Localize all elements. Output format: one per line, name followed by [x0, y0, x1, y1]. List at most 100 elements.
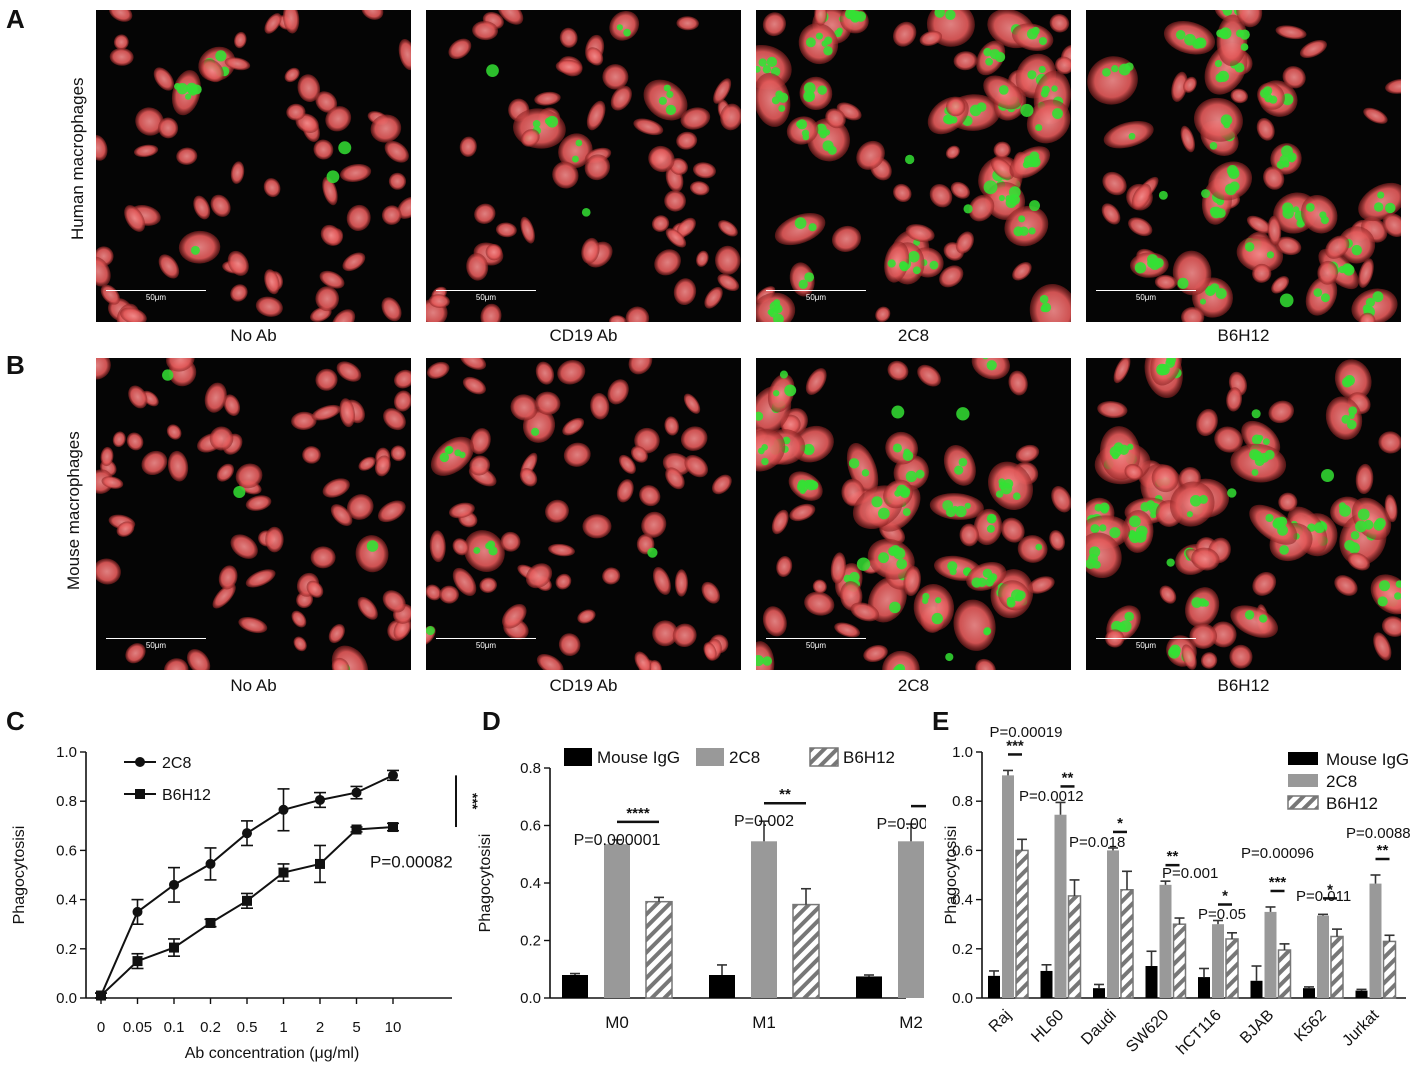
p-value: P=0.018 — [1069, 834, 1125, 851]
chart-c-dose-response: 0.0 0.2 0.4 0.6 0.8 1.0 Phagocytosisi 0 0.05 0.1 0… — [11, 744, 480, 1062]
macrophage-cell — [286, 103, 306, 121]
macrophage-cell — [462, 376, 486, 395]
macrophage-cell — [383, 408, 406, 431]
scale-bar: 50μm — [766, 638, 866, 650]
phagocytosed-target — [822, 140, 834, 152]
macrophage-cell — [158, 117, 179, 139]
macrophage-cell — [1216, 14, 1248, 67]
phagocytosed-target — [1177, 277, 1189, 289]
phagocytosed-target — [871, 496, 883, 508]
micrograph-a-2c8: 50μm — [756, 10, 1071, 322]
series-line-B6H12 — [100, 826, 394, 997]
free-target-cell — [326, 170, 340, 184]
macrophage-cell — [1051, 486, 1071, 513]
phagocytosed-target — [995, 490, 1004, 498]
macrophage-cell — [633, 118, 664, 136]
micrograph-b-no-ab: 50μm — [96, 358, 411, 670]
cell-field — [426, 358, 741, 670]
phagocytosed-target — [951, 505, 959, 513]
macrophage-cell — [1004, 205, 1049, 247]
macrophage-cell — [586, 100, 606, 131]
macrophage-cell — [856, 140, 885, 170]
macrophage-cell — [96, 558, 121, 585]
data-point — [169, 879, 179, 890]
panel-letter-d: D — [482, 706, 501, 736]
scale-bar-label: 50μm — [475, 641, 497, 650]
macrophage-cell — [282, 10, 300, 34]
bar-mouse-igg — [1303, 988, 1315, 998]
phagocytosed-target — [971, 577, 982, 588]
legend-swatch — [1288, 774, 1318, 787]
phagocytosed-target — [773, 299, 781, 306]
phagocytosed-target — [1279, 154, 1290, 165]
phagocytosed-target — [998, 85, 1009, 95]
phagocytosed-target — [571, 155, 579, 163]
phagocytosed-target — [1264, 449, 1275, 460]
macrophage-cell — [558, 133, 593, 169]
legend-label: 2C8 — [1326, 772, 1357, 791]
data-point — [205, 917, 216, 928]
phagocytosed-target — [847, 10, 857, 19]
macrophage-cell — [355, 535, 389, 573]
y-tick-label: 0.8 — [520, 760, 541, 777]
free-target-cell — [338, 141, 352, 155]
scale-bar-label: 50μm — [145, 293, 167, 302]
phagocytosed-target — [756, 655, 764, 667]
bar-2c8 — [898, 841, 924, 998]
macrophage-cell — [1189, 623, 1218, 649]
phagocytosed-target — [1266, 251, 1275, 259]
phagocytosed-target — [777, 92, 789, 103]
significance-stars: *** — [465, 793, 480, 810]
phagocytosed-target — [1348, 406, 1358, 416]
bar-mouse-igg — [1093, 988, 1105, 998]
macrophage-cell — [1054, 56, 1071, 75]
bar-2c8 — [1002, 775, 1014, 998]
macrophage-cell — [167, 450, 189, 482]
macrophage-cell — [320, 224, 342, 246]
legend-label: Mouse IgG — [597, 748, 680, 767]
phagocytosed-target — [1338, 502, 1347, 510]
macrophage-cell — [245, 569, 276, 588]
phagocytosed-target — [922, 597, 929, 605]
phagocytosed-target — [1377, 191, 1385, 199]
bar-2c8 — [1264, 911, 1277, 998]
panel-letter-c: C — [6, 706, 25, 736]
macrophage-cell — [1325, 235, 1350, 259]
macrophage-cell — [297, 74, 321, 103]
macrophage-cell — [673, 278, 697, 306]
macrophage-cell — [562, 417, 585, 436]
phagocytosed-target — [887, 259, 896, 268]
scale-bar: 50μm — [106, 290, 206, 302]
phagocytosed-target — [1028, 227, 1036, 235]
macrophage-cell — [452, 538, 469, 556]
data-point — [169, 942, 179, 953]
x-tick-label: 5 — [352, 1019, 360, 1036]
bar-b6h12 — [1172, 923, 1187, 999]
macrophage-cell — [510, 394, 538, 421]
scale-bar-label: 50μm — [1135, 641, 1157, 650]
macrophage-cell — [717, 273, 740, 292]
bar-2c8 — [751, 841, 777, 998]
free-target-cell — [1020, 103, 1034, 117]
phagocytosed-target — [784, 384, 797, 397]
macrophage-cell — [100, 284, 120, 305]
x-tick-label: 1 — [279, 1019, 287, 1036]
macrophage-cell — [460, 358, 487, 370]
x-category-label: Jurkat — [1339, 1006, 1382, 1049]
macrophage-cell — [1181, 307, 1205, 322]
macrophage-cell — [555, 573, 572, 590]
macrophage-cell — [230, 161, 245, 184]
macrophage-cell — [559, 27, 578, 48]
macrophage-cell — [893, 21, 917, 47]
data-point — [132, 956, 143, 967]
x-category-label: K562 — [1291, 1007, 1330, 1046]
macrophage-cell — [230, 534, 258, 559]
macrophage-cell — [176, 147, 198, 165]
phagocytosed-target — [895, 663, 906, 670]
phagocytosed-target — [804, 272, 815, 282]
phagocytosed-target — [796, 120, 803, 128]
macrophage-cell — [536, 654, 564, 670]
phagocytosed-target — [1305, 202, 1315, 212]
macrophage-cell — [230, 284, 248, 302]
macrophage-cell — [133, 144, 159, 158]
